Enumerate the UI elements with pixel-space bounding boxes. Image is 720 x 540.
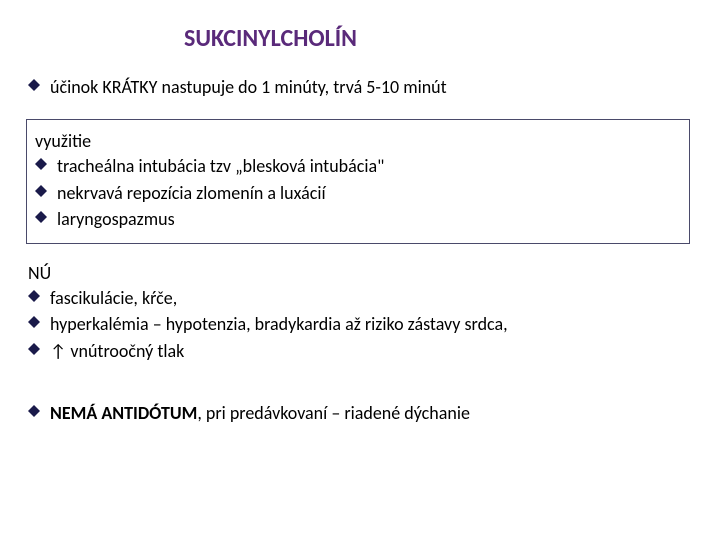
effect-section: účinok KRÁTKY nastupuje do 1 minúty, trv… xyxy=(24,75,696,99)
usage-box: využitie tracheálna intubácia tzv „blesk… xyxy=(26,119,690,244)
warning-text: NEMÁ ANTIDÓTUM, pri predávkovaní – riade… xyxy=(50,401,696,425)
sideeffect-item: hyperkalémia – hypotenzia, bradykardia a… xyxy=(28,312,696,336)
sideeffect-item-text: ↑ vnútroočný tlak xyxy=(50,339,696,363)
slide-title: SUKCINYLCHOLÍN xyxy=(184,24,696,53)
diamond-bullet-icon xyxy=(35,181,57,197)
sideeffects-section: NÚ fascikulácie, kŕče, hyperkalémia – hy… xyxy=(24,262,696,363)
usage-label: využitie xyxy=(35,130,681,152)
diamond-bullet-icon xyxy=(28,339,50,355)
diamond-bullet-icon xyxy=(28,286,50,302)
diamond-bullet-icon xyxy=(35,207,57,223)
sideeffect-item: ↑ vnútroočný tlak xyxy=(28,339,696,363)
warning-bold: NEMÁ ANTIDÓTUM xyxy=(50,402,197,424)
sideeffect-item-text: fascikulácie, kŕče, xyxy=(50,286,696,310)
usage-item: tracheálna intubácia tzv „blesková intub… xyxy=(35,154,681,178)
usage-item: nekrvavá repozícia zlomenín a luxácií xyxy=(35,181,681,205)
usage-item-text: laryngospazmus xyxy=(57,207,681,231)
warning-rest: , pri predávkovaní – riadené dýchanie xyxy=(197,402,470,424)
usage-item: laryngospazmus xyxy=(35,207,681,231)
diamond-bullet-icon xyxy=(28,75,50,91)
spacer xyxy=(24,365,696,401)
effect-line: účinok KRÁTKY nastupuje do 1 minúty, trv… xyxy=(28,75,696,99)
warning-section: NEMÁ ANTIDÓTUM, pri predávkovaní – riade… xyxy=(24,401,696,425)
usage-item-text: tracheálna intubácia tzv „blesková intub… xyxy=(57,154,681,178)
sideeffect-item-text: hyperkalémia – hypotenzia, bradykardia a… xyxy=(50,312,696,336)
sideeffects-label: NÚ xyxy=(28,262,696,284)
slide-container: SUKCINYLCHOLÍN účinok KRÁTKY nastupuje d… xyxy=(0,0,720,540)
sideeffect-item: fascikulácie, kŕče, xyxy=(28,286,696,310)
diamond-bullet-icon xyxy=(35,154,57,170)
diamond-bullet-icon xyxy=(28,312,50,328)
effect-text: účinok KRÁTKY nastupuje do 1 minúty, trv… xyxy=(50,75,696,99)
warning-line: NEMÁ ANTIDÓTUM, pri predávkovaní – riade… xyxy=(28,401,696,425)
diamond-bullet-icon xyxy=(28,401,50,417)
usage-item-text: nekrvavá repozícia zlomenín a luxácií xyxy=(57,181,681,205)
